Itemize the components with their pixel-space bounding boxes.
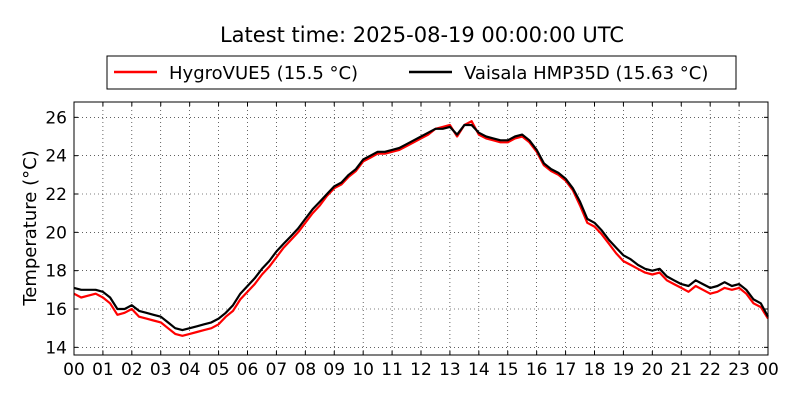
legend-label-hygrovue: HygroVUE5 (15.5 °C) [169,63,358,84]
y-tick-label: 24 [45,147,67,167]
series-line-vaisala [73,123,769,332]
legend-label-vaisala: Vaisala HMP35D (15.63 °C) [464,63,708,84]
series-line-hygrovue [73,120,769,337]
y-tick-label: 14 [45,338,67,358]
x-tick-label: 10 [352,360,374,380]
x-tick-label: 20 [642,360,664,380]
x-tick-label: 09 [323,360,345,380]
x-tick-label: 00 [757,360,779,380]
y-tick-label: 26 [45,108,67,128]
plot-area: 00 01 02 03 04 05 06 07 08 09 10 11 12 13 14 15 16 17 18 19… [45,101,779,380]
x-tick-label: 22 [699,360,721,380]
x-tick-label: 02 [121,360,143,380]
x-tick-label: 18 [584,360,606,380]
x-tick-label: 05 [208,360,230,380]
x-tick-label: 21 [670,360,692,380]
x-tick-label: 15 [497,360,519,380]
x-tick-label: 17 [555,360,577,380]
x-tick-label: 04 [179,360,201,380]
x-axis: 00 01 02 03 04 05 06 07 08 09 10 11 12 13 14 15 16 17 18 19… [63,102,779,380]
x-tick-label: 03 [150,360,172,380]
y-tick-label: 16 [45,300,67,320]
series-lines [73,120,769,337]
y-tick-label: 22 [45,185,67,205]
x-tick-label: 01 [92,360,114,380]
y-axis: 14 16 18 20 22 24 26 [45,108,768,358]
x-tick-label: 06 [237,360,259,380]
x-tick-label: 14 [468,360,490,380]
legend: HygroVUE5 (15.5 °C) Vaisala HMP35D (15.6… [106,55,737,90]
y-axis-label: Temperature (°C) [20,150,41,306]
x-tick-label: 08 [295,360,317,380]
x-tick-label: 00 [63,360,85,380]
plot-frame [73,101,769,356]
grid [74,102,768,355]
x-tick-label: 23 [728,360,750,380]
x-tick-label: 12 [410,360,432,380]
x-tick-label: 11 [381,360,403,380]
x-tick-label: 13 [439,360,461,380]
x-tick-label: 19 [613,360,635,380]
chart-title: Latest time: 2025-08-19 00:00:00 UTC [220,23,624,47]
y-tick-label: 20 [45,223,67,243]
y-tick-label: 18 [45,262,67,282]
x-tick-label: 07 [266,360,288,380]
x-tick-label: 16 [526,360,548,380]
